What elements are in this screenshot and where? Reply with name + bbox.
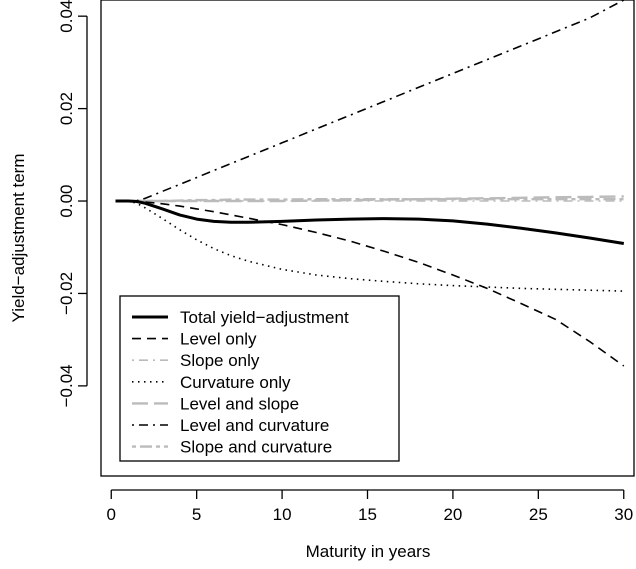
y-tick-label: 0.04 [57,0,76,33]
series-line-1 [115,200,625,367]
x-tick-label: 0 [107,505,116,524]
y-axis-title: Yield−adjustment term [9,154,28,323]
y-axis: −0.04 −0.02 0.00 0.02 0.04 [57,0,88,407]
x-tick-label: 10 [273,505,292,524]
plot-box [100,0,635,477]
x-tick-label: 20 [443,505,462,524]
series-line-0 [115,199,625,245]
legend-label: Slope only [180,351,260,370]
y-tick-label: −0.04 [57,364,76,407]
series-layer [115,0,625,367]
legend-label: Curvature only [180,373,291,392]
legend: Total yield−adjustment Level only Slope on… [119,295,400,462]
series-line-5 [115,0,625,202]
x-axis-title: Maturity in years [306,542,431,561]
x-axis: 0 5 10 15 20 25 30 [107,489,633,524]
legend-label: Level and curvature [180,416,329,435]
x-tick-label: 25 [529,505,548,524]
x-tick-label: 5 [192,505,201,524]
series-line-3 [115,200,624,292]
x-tick-label: 15 [358,505,377,524]
y-tick-label: −0.02 [57,272,76,315]
legend-label: Total yield−adjustment [180,308,349,327]
y-tick-label: 0.02 [57,92,76,125]
legend-label: Level and slope [180,394,299,413]
legend-label: Level only [180,330,257,349]
y-tick-label: 0.00 [57,184,76,217]
series-line-6 [115,197,624,203]
legend-label: Slope and curvature [180,438,332,457]
x-tick-label: 30 [614,505,633,524]
legend-box [119,295,400,462]
